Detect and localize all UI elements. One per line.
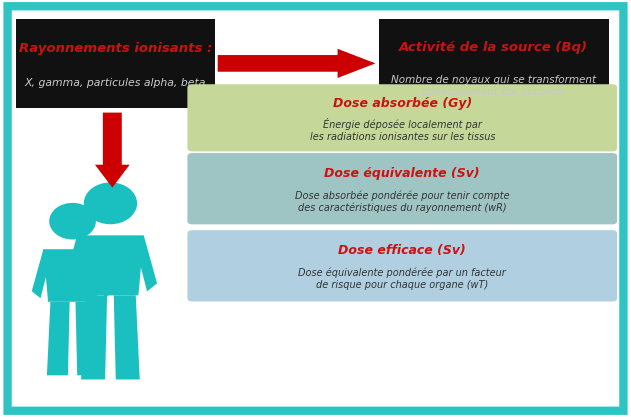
Ellipse shape [49,203,96,239]
Text: Dose efficace (Sv): Dose efficace (Sv) [338,244,466,257]
Text: Activité de la source (Bq): Activité de la source (Bq) [399,41,588,54]
FancyBboxPatch shape [187,230,617,301]
Polygon shape [95,249,114,298]
Polygon shape [64,235,85,291]
Polygon shape [95,113,130,188]
FancyBboxPatch shape [16,19,215,108]
Polygon shape [47,302,69,375]
FancyBboxPatch shape [187,153,617,224]
Text: Dose équivalente pondérée par un facteur
de risque pour chaque organe (wT): Dose équivalente pondérée par un facteur… [298,268,506,290]
Text: X, gamma, particules alpha, beta: X, gamma, particules alpha, beta [25,78,206,88]
Text: Rayonnements ionisants :: Rayonnements ionisants : [18,42,212,55]
Text: Dose absorbée (Gy): Dose absorbée (Gy) [333,97,472,110]
Text: Énergie déposée localement par
les radiations ionisantes sur les tissus: Énergie déposée localement par les radia… [310,118,495,142]
Polygon shape [114,295,139,379]
Text: Dose équivalente (Sv): Dose équivalente (Sv) [324,167,480,180]
Polygon shape [218,49,375,78]
FancyBboxPatch shape [187,84,617,151]
Text: Dose absorbée pondérée pour tenir compte
des caractéristiques du rayonnement (wR: Dose absorbée pondérée pour tenir compte… [295,190,510,213]
Text: Nombre de noyaux qui se transforment
spontanément par seconde: Nombre de noyaux qui se transforment spo… [391,75,596,97]
Polygon shape [77,235,144,295]
Polygon shape [81,295,107,379]
FancyBboxPatch shape [379,19,609,108]
Polygon shape [32,249,50,298]
Ellipse shape [84,182,137,224]
Polygon shape [44,249,102,302]
Polygon shape [136,235,157,291]
Polygon shape [76,302,98,375]
